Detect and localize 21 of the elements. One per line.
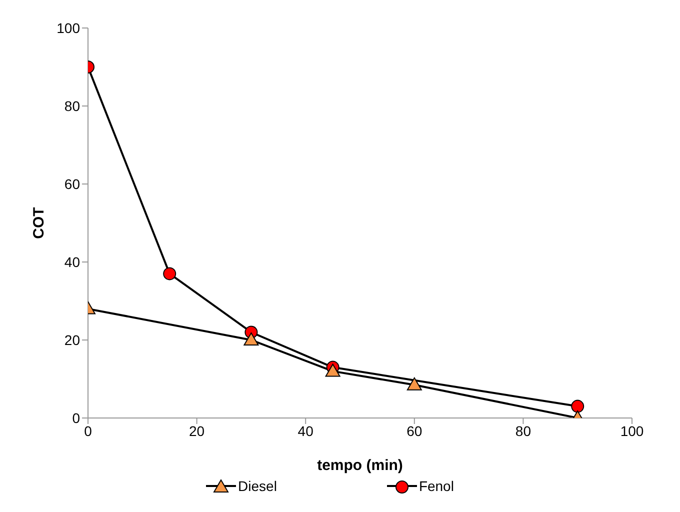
y-tick-label: 0 — [72, 410, 80, 426]
point — [325, 364, 340, 377]
point — [571, 400, 584, 413]
x-tick-label: 100 — [620, 422, 644, 439]
y-tick-label: 20 — [64, 332, 80, 348]
x-tick-label: 60 — [406, 422, 422, 439]
x-tick-label: 80 — [515, 422, 532, 439]
x-tick-label: 0 — [84, 422, 92, 439]
y-tick-label: 60 — [64, 176, 80, 192]
y-tick-label: 40 — [64, 254, 80, 270]
point — [406, 377, 422, 390]
y-tick-label: 100 — [56, 20, 80, 36]
x-tick-label: 20 — [189, 422, 205, 439]
y-tick-label: 80 — [64, 98, 80, 114]
x-tick-label: 40 — [298, 422, 314, 439]
point — [244, 332, 259, 346]
y-axis-title: COT — [30, 207, 48, 239]
legend-label: Fenol — [418, 478, 454, 494]
point — [163, 267, 176, 280]
x-axis-title: tempo (min) — [317, 457, 403, 474]
legend-label: Diesel — [237, 478, 277, 494]
